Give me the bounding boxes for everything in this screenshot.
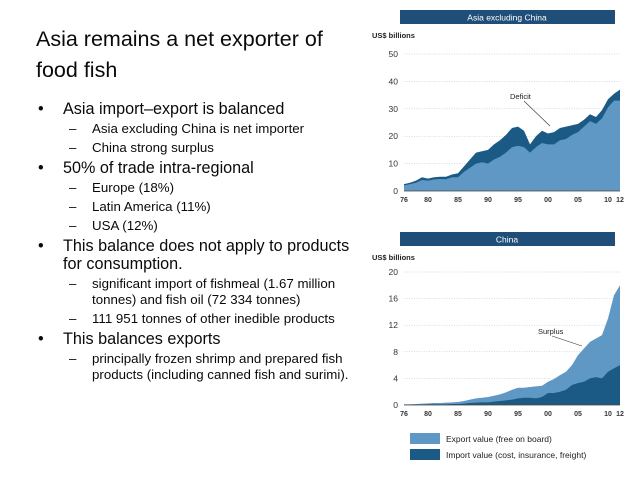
x-tick-label: 90	[484, 411, 492, 418]
sub-bullet-text: China strong surplus	[92, 140, 214, 155]
annotation-leader	[551, 335, 583, 347]
x-tick-label: 80	[424, 197, 432, 204]
x-tick-label: 12	[616, 197, 624, 204]
chart-title-banner	[400, 10, 615, 24]
x-tick-label: 12	[616, 411, 624, 418]
x-tick-label: 90	[484, 197, 492, 204]
chart-title-banner	[400, 232, 615, 246]
bullet-text: Asia import–export is balanced	[63, 100, 285, 118]
x-tick-label: 95	[514, 197, 522, 204]
y-tick-label: 8	[393, 347, 398, 357]
annotation-label: Deficit	[510, 92, 532, 101]
chart-asia-excluding-china: Asia excluding China US$ billions 0 10 20 30 4…	[370, 8, 630, 213]
bullet-text: This balances exports	[63, 330, 221, 348]
bullet-item: • This balances exports	[38, 330, 221, 348]
sub-bullet-item: – significant import of fishmeal (1.67 mi…	[69, 276, 336, 307]
x-tick-label: 85	[454, 197, 462, 204]
legend-label: Export value (free on board)	[446, 434, 552, 444]
x-tick-label: 80	[424, 411, 432, 418]
y-axis-label: US$ billions	[372, 31, 415, 40]
bullet-text: 50% of trade intra-regional	[63, 159, 254, 177]
x-tick-label: 05	[574, 411, 582, 418]
y-tick-label: 20	[389, 267, 399, 277]
sub-bullet-item: – Latin America (11%)	[69, 199, 211, 214]
x-tick-label: 05	[574, 197, 582, 204]
sub-bullet-text: 111 951 tonnes of other inedible product…	[92, 311, 335, 326]
sub-bullet-text: Asia excluding China is net importer	[92, 121, 305, 136]
y-tick-label: 40	[389, 76, 399, 86]
chart-svg: China US$ billions 0 4 8 12 16 20 76 80 85 90 95 00 05…	[372, 232, 624, 460]
slide-title: Asia remains a net exporter of food fish	[36, 27, 323, 82]
sub-bullet-text: USA (12%)	[92, 218, 158, 233]
y-tick-label: 0	[393, 400, 398, 410]
bullet-item: • 50% of trade intra-regional	[38, 159, 254, 177]
annotation-leader	[523, 100, 551, 127]
legend-swatch	[410, 449, 440, 460]
sub-bullet-item: – China strong surplus	[69, 140, 214, 155]
sub-bullet-item: – USA (12%)	[69, 218, 158, 233]
x-tick-label: 76	[400, 411, 408, 418]
y-tick-label: 20	[389, 131, 399, 141]
y-tick-label: 50	[389, 49, 399, 59]
y-tick-label: 10	[389, 159, 399, 169]
series-area-export	[404, 100, 620, 191]
bullet-text: This balance does not apply to products …	[63, 237, 350, 273]
legend-label: Import value (cost, insurance, freight)	[446, 450, 586, 460]
y-tick-label: 12	[389, 320, 399, 330]
chart-title: China	[496, 235, 518, 245]
x-tick-label: 10	[604, 197, 612, 204]
x-tick-label: 10	[604, 411, 612, 418]
sub-bullet-item: – Europe (18%)	[69, 180, 175, 195]
y-axis-label: US$ billions	[372, 253, 415, 262]
bullet-item: • This balance does not apply to products…	[38, 237, 350, 273]
legend-swatch	[410, 433, 440, 444]
sub-bullet-item: –111 951 tonnes of other inedible produc…	[69, 311, 335, 326]
y-tick-label: 30	[389, 104, 399, 114]
chart-svg: Asia excluding China US$ billions 0 10 20 30 4…	[372, 10, 624, 204]
sub-bullet-text: significant import of fishmeal (1.67 mil…	[92, 276, 336, 307]
chart-china: China US$ billions 0 4 8 12 16 20 76 80 85 90 95 00 05…	[370, 230, 630, 470]
bullet-list: • Asia import–export is balanced – Asia ex…	[36, 100, 371, 386]
bullet-item: • Asia import–export is balanced	[38, 100, 285, 118]
sub-bullet-text: principally frozen shrimp and prepared f…	[92, 351, 349, 382]
chart-title: Asia excluding China	[467, 13, 547, 23]
x-tick-label: 76	[400, 197, 408, 204]
sub-bullet-text: Latin America (11%)	[92, 199, 211, 214]
series-area-export	[404, 285, 620, 405]
y-tick-label: 4	[393, 373, 398, 383]
y-tick-label: 16	[389, 294, 399, 304]
sub-bullet-text: Europe (18%)	[92, 180, 175, 195]
x-tick-label: 00	[544, 197, 552, 204]
x-tick-label: 00	[544, 411, 552, 418]
x-tick-label: 95	[514, 411, 522, 418]
x-tick-label: 85	[454, 411, 462, 418]
y-tick-label: 0	[393, 186, 398, 196]
sub-bullet-item: – Asia excluding China is net importer	[69, 121, 305, 136]
annotation-label: Surplus	[538, 327, 564, 336]
series-area-import	[404, 365, 620, 405]
sub-bullet-item: – principally frozen shrimp and prepared …	[69, 351, 349, 382]
